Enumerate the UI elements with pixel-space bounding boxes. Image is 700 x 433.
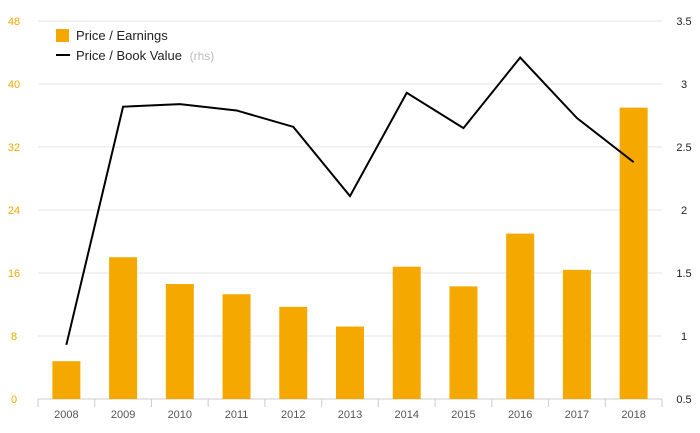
left-tick-label: 0 bbox=[11, 394, 17, 406]
bar-price-earnings bbox=[619, 107, 648, 399]
bar-price-earnings bbox=[52, 361, 81, 399]
right-tick-label: 0.5 bbox=[676, 394, 691, 406]
legend-label-price-earnings: Price / Earnings bbox=[76, 28, 168, 43]
left-tick-label: 32 bbox=[8, 142, 20, 154]
left-axis: 0 8 16 24 32 40 48 bbox=[8, 16, 20, 406]
right-tick-label: 2 bbox=[681, 205, 687, 217]
left-tick-label: 8 bbox=[11, 331, 17, 343]
x-tick-label: 2013 bbox=[338, 409, 362, 421]
legend-label-price-book-suffix: (rhs) bbox=[190, 49, 215, 63]
right-tick-label: 3.5 bbox=[676, 16, 691, 28]
left-tick-label: 48 bbox=[8, 16, 20, 28]
x-tick-label: 2011 bbox=[225, 409, 249, 421]
bar-price-earnings bbox=[279, 306, 308, 399]
right-axis: 0.5 1 1.5 2 2.5 3 3.5 bbox=[676, 16, 691, 406]
left-tick-label: 24 bbox=[8, 205, 20, 217]
gridlines bbox=[38, 20, 662, 400]
x-tick-label: 2012 bbox=[281, 409, 305, 421]
bar-series bbox=[52, 107, 648, 399]
right-tick-label: 1 bbox=[681, 331, 687, 343]
x-tick-label: 2016 bbox=[508, 409, 532, 421]
line-price-book-value bbox=[65, 56, 635, 346]
legend-swatch-price-earnings bbox=[56, 29, 69, 42]
x-tick-label: 2010 bbox=[168, 409, 192, 421]
bar-price-earnings bbox=[165, 284, 194, 399]
legend-label-price-book-name: Price / Book Value bbox=[76, 48, 182, 63]
bar-price-earnings bbox=[336, 326, 364, 399]
bar-price-earnings bbox=[109, 257, 138, 399]
bar-price-earnings bbox=[449, 286, 478, 399]
bar-price-earnings bbox=[392, 266, 421, 399]
x-tick-label: 2014 bbox=[394, 409, 418, 421]
x-tick-label: 2008 bbox=[54, 409, 78, 421]
x-axis: 2008 2009 2010 2011 2012 2013 2014 2015 2016 2017… bbox=[37, 399, 663, 421]
x-tick-label: 2015 bbox=[451, 409, 475, 421]
right-tick-label: 2.5 bbox=[676, 142, 691, 154]
legend: Price / Earnings Price / Book Value (rhs… bbox=[56, 28, 214, 63]
line-series bbox=[65, 56, 635, 346]
x-tick-label: 2017 bbox=[565, 409, 589, 421]
x-tick-label: 2009 bbox=[111, 409, 135, 421]
bar-price-earnings bbox=[562, 269, 591, 399]
legend-label-price-book: Price / Book Value (rhs) bbox=[76, 48, 214, 63]
bar-price-earnings bbox=[506, 233, 535, 399]
right-tick-label: 1.5 bbox=[676, 268, 691, 280]
right-tick-label: 3 bbox=[681, 79, 687, 91]
left-tick-label: 40 bbox=[8, 79, 20, 91]
left-tick-label: 16 bbox=[8, 268, 20, 280]
x-tick-label: 2018 bbox=[621, 409, 645, 421]
bar-price-earnings bbox=[222, 294, 251, 399]
